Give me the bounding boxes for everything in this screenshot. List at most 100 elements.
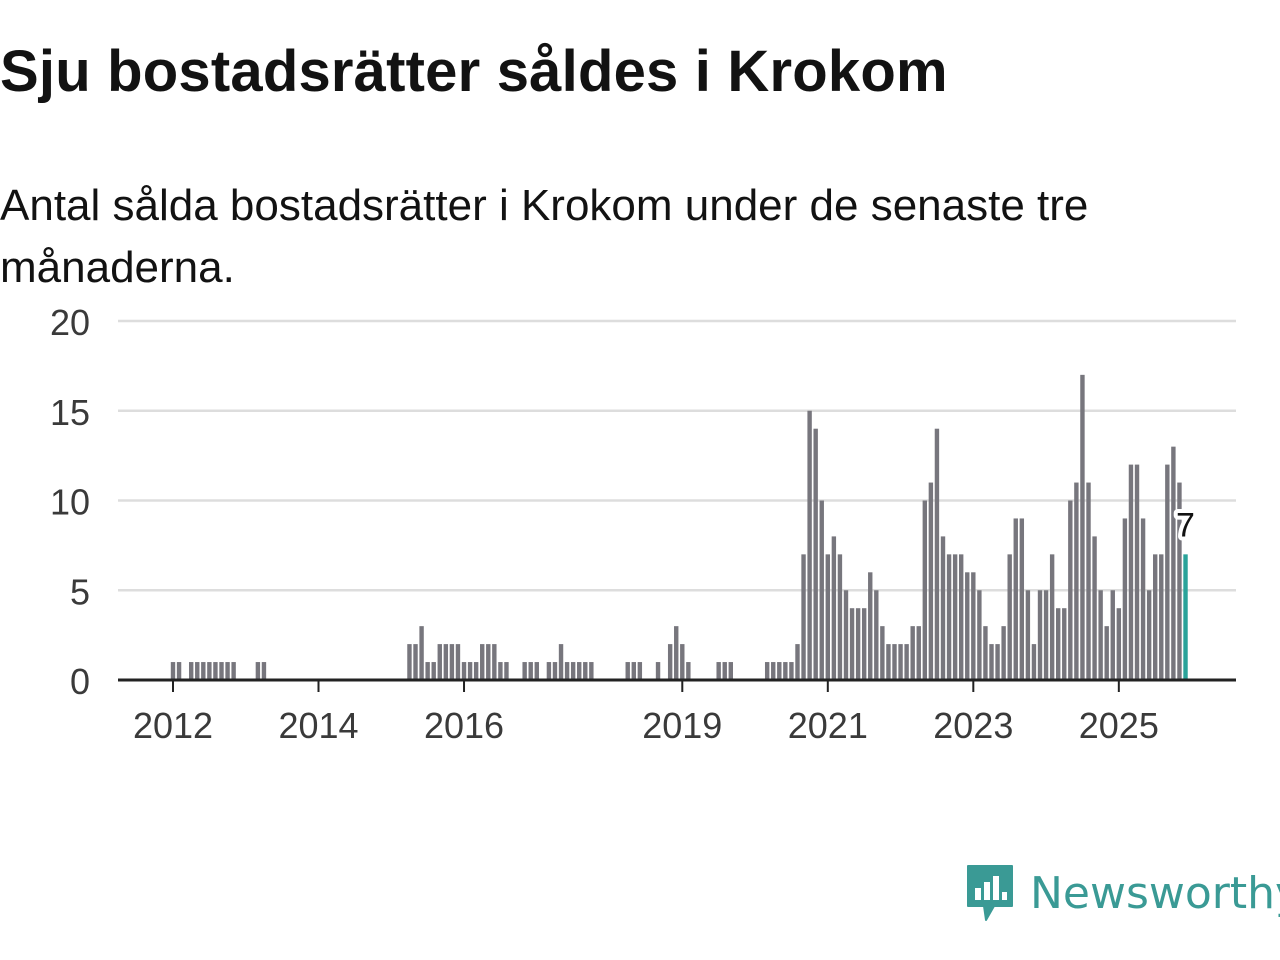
- bar: [1092, 536, 1097, 680]
- bar: [886, 644, 891, 680]
- bar: [207, 662, 212, 680]
- bar: [431, 662, 436, 680]
- bar: [874, 590, 879, 680]
- bar: [577, 662, 582, 680]
- bar: [176, 662, 182, 680]
- bar: [1031, 644, 1037, 680]
- bar: [425, 662, 430, 680]
- bar: [170, 662, 176, 680]
- bar: [522, 662, 527, 680]
- bar: [952, 554, 958, 680]
- bar: [1104, 626, 1109, 680]
- bar: [983, 626, 988, 680]
- bar: [904, 644, 909, 680]
- bar: [789, 662, 794, 680]
- x-tick-label: 2021: [788, 705, 868, 746]
- bar: [728, 662, 733, 680]
- bar: [655, 662, 661, 680]
- bar: [1007, 554, 1012, 680]
- newsworthy-logo: Newsworthy: [964, 862, 1280, 924]
- bar: [680, 644, 685, 680]
- bar: [995, 644, 1000, 680]
- bar: [722, 662, 727, 680]
- bar: [880, 626, 885, 680]
- bar: [813, 428, 818, 680]
- bar: [413, 644, 418, 680]
- bar: [898, 644, 903, 680]
- bar: [1013, 518, 1018, 680]
- x-tick-label: 2016: [424, 705, 504, 746]
- y-tick-label: 15: [50, 392, 90, 433]
- bar: [467, 662, 473, 680]
- bar: [195, 662, 200, 680]
- bar: [583, 662, 588, 680]
- y-tick-label: 20: [50, 302, 90, 343]
- bar: [825, 554, 831, 680]
- bar: [1062, 608, 1067, 680]
- bar: [486, 644, 491, 680]
- bar: [255, 662, 261, 680]
- bar: [1122, 518, 1128, 680]
- bar: [855, 608, 861, 680]
- bar: [922, 500, 928, 680]
- x-tick-label: 2012: [133, 705, 213, 746]
- bar: [801, 554, 806, 680]
- bar: [1177, 482, 1182, 680]
- bar: [868, 572, 873, 680]
- bar: [419, 626, 424, 680]
- bar: [989, 644, 994, 680]
- bar: [831, 536, 837, 680]
- bar: [437, 644, 442, 680]
- bar: [219, 662, 224, 680]
- bar: [631, 662, 636, 680]
- bar: [498, 662, 503, 680]
- bar: [965, 572, 970, 680]
- bar: [1055, 608, 1061, 680]
- bar: [231, 662, 236, 680]
- bar: [570, 662, 576, 680]
- bar: [1098, 590, 1103, 680]
- bar: [1146, 590, 1152, 680]
- highlight-value-label: 7: [1176, 506, 1195, 544]
- bar: [1153, 554, 1158, 680]
- bar: [558, 644, 564, 680]
- bar: [977, 590, 982, 680]
- bar: [934, 428, 940, 680]
- bar: [188, 662, 194, 680]
- bar: [1171, 446, 1176, 680]
- bar: [837, 554, 843, 680]
- bar: [1001, 626, 1006, 680]
- bar: [201, 662, 206, 680]
- bar: [461, 662, 467, 680]
- bar: [940, 536, 946, 680]
- bar: [534, 662, 539, 680]
- bar: [928, 482, 934, 680]
- bar: [1140, 518, 1146, 680]
- bar: [1080, 374, 1085, 680]
- bar: [1025, 590, 1031, 680]
- bar: [1128, 464, 1134, 680]
- y-tick-label: 10: [50, 482, 90, 523]
- x-tick-label: 2023: [933, 705, 1013, 746]
- chart-title: Sju bostadsrätter såldes i Krokom: [0, 39, 948, 104]
- bar: [1068, 500, 1073, 680]
- bar: [564, 662, 570, 680]
- bar: [443, 644, 449, 680]
- bar: [1086, 482, 1091, 680]
- bar: [910, 626, 915, 680]
- highlight-bar: [1183, 554, 1188, 680]
- bar: [849, 608, 855, 680]
- bar: [1134, 464, 1140, 680]
- bar: [407, 644, 412, 680]
- chart-subtitle: Antal sålda bostadsrätter i Krokom under…: [0, 181, 1089, 292]
- bar: [1043, 590, 1049, 680]
- bar: [1110, 590, 1115, 680]
- bar: [946, 554, 952, 680]
- bar: [777, 662, 782, 680]
- x-tick-label: 2019: [642, 705, 722, 746]
- bar: [674, 626, 679, 680]
- bar: [261, 662, 267, 680]
- bar: [637, 662, 643, 680]
- bar: [1049, 554, 1055, 680]
